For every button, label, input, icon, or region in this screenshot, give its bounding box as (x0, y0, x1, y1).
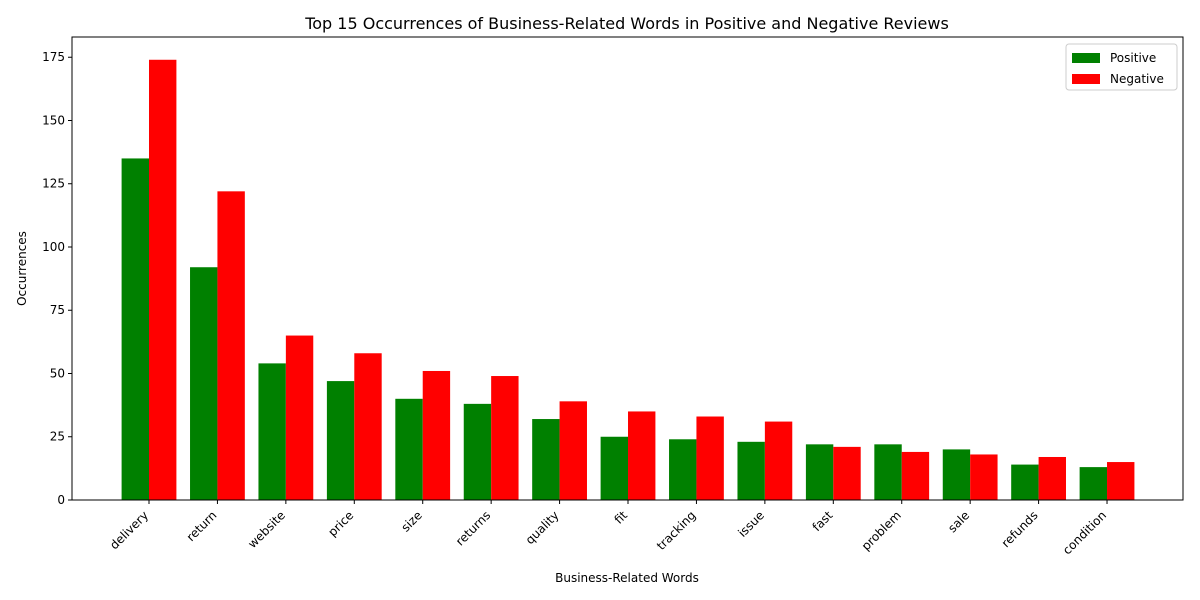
y-tick-label: 175 (42, 50, 65, 64)
bars-layer (121, 59, 1135, 501)
chart-title: Top 15 Occurrences of Business-Related W… (304, 14, 949, 33)
x-tick-label-condition: condition (1060, 508, 1109, 557)
bar-negative-sale (970, 454, 998, 500)
y-axis: 0 25 50 75 100 125 150 175 (42, 50, 72, 507)
y-axis-label: Occurrences (15, 231, 29, 306)
bar-negative-returns (491, 376, 519, 500)
x-tick-label-website: website (245, 508, 288, 551)
bar-positive-problem (874, 444, 902, 500)
y-tick-label: 0 (57, 493, 65, 507)
bar-positive-refunds (1011, 464, 1039, 500)
y-tick-label: 100 (42, 240, 65, 254)
legend: Positive Negative (1065, 43, 1178, 91)
legend-swatch-negative (1072, 74, 1100, 84)
y-tick-label: 150 (42, 113, 65, 127)
x-tick-label-price: price (325, 508, 356, 539)
y-tick-label: 50 (50, 366, 65, 380)
bar-negative-fit (628, 411, 656, 500)
bar-positive-issue (737, 441, 765, 500)
bar-positive-fast (805, 444, 834, 500)
x-tick-label-return: return (184, 508, 220, 544)
bar-positive-condition (1079, 467, 1108, 500)
bar-negative-refunds (1038, 456, 1066, 500)
legend-label-positive: Positive (1110, 51, 1156, 65)
bar-positive-website (258, 363, 286, 500)
bar-negative-condition (1107, 462, 1135, 500)
x-tick-label-fast: fast (810, 508, 836, 534)
x-tick-label-issue: issue (735, 508, 767, 540)
bar-negative-size (422, 370, 451, 500)
bar-negative-return (217, 191, 245, 500)
x-axis: delivery return website price size returns qua… (107, 500, 1109, 557)
bar-positive-price (326, 381, 355, 500)
bar-positive-return (190, 267, 218, 500)
x-tick-label-fit: fit (612, 508, 631, 527)
y-tick-label: 125 (42, 177, 65, 191)
bar-positive-returns (463, 403, 492, 500)
y-tick-label: 75 (50, 303, 65, 317)
plot-frame (71, 36, 1184, 501)
x-axis-label: Business-Related Words (555, 571, 699, 585)
bar-positive-fit (600, 436, 629, 500)
bar-negative-quality (559, 401, 587, 500)
x-tick-label-size: size (398, 508, 424, 534)
x-tick-label-returns: returns (453, 508, 493, 548)
y-tick-label: 25 (50, 430, 65, 444)
bar-negative-price (354, 353, 382, 500)
bar-positive-delivery (121, 158, 149, 500)
bar-negative-issue (764, 421, 793, 500)
bar-negative-tracking (696, 416, 724, 500)
x-tick-label-refunds: refunds (999, 508, 1041, 550)
legend-swatch-positive (1072, 53, 1100, 63)
bar-negative-problem (901, 451, 930, 500)
x-tick-label-quality: quality (523, 508, 562, 547)
bar-positive-sale (942, 449, 971, 500)
x-tick-label-problem: problem (859, 508, 904, 553)
bar-positive-quality (532, 419, 560, 500)
x-tick-label-tracking: tracking (654, 508, 699, 553)
bar-negative-website (285, 335, 314, 500)
bar-negative-fast (833, 446, 861, 500)
x-tick-label-sale: sale (945, 508, 972, 535)
legend-label-negative: Negative (1110, 72, 1164, 86)
bar-positive-tracking (669, 439, 697, 500)
bar-negative-delivery (149, 59, 177, 501)
x-tick-label-delivery: delivery (107, 508, 151, 552)
bar-positive-size (395, 398, 423, 500)
